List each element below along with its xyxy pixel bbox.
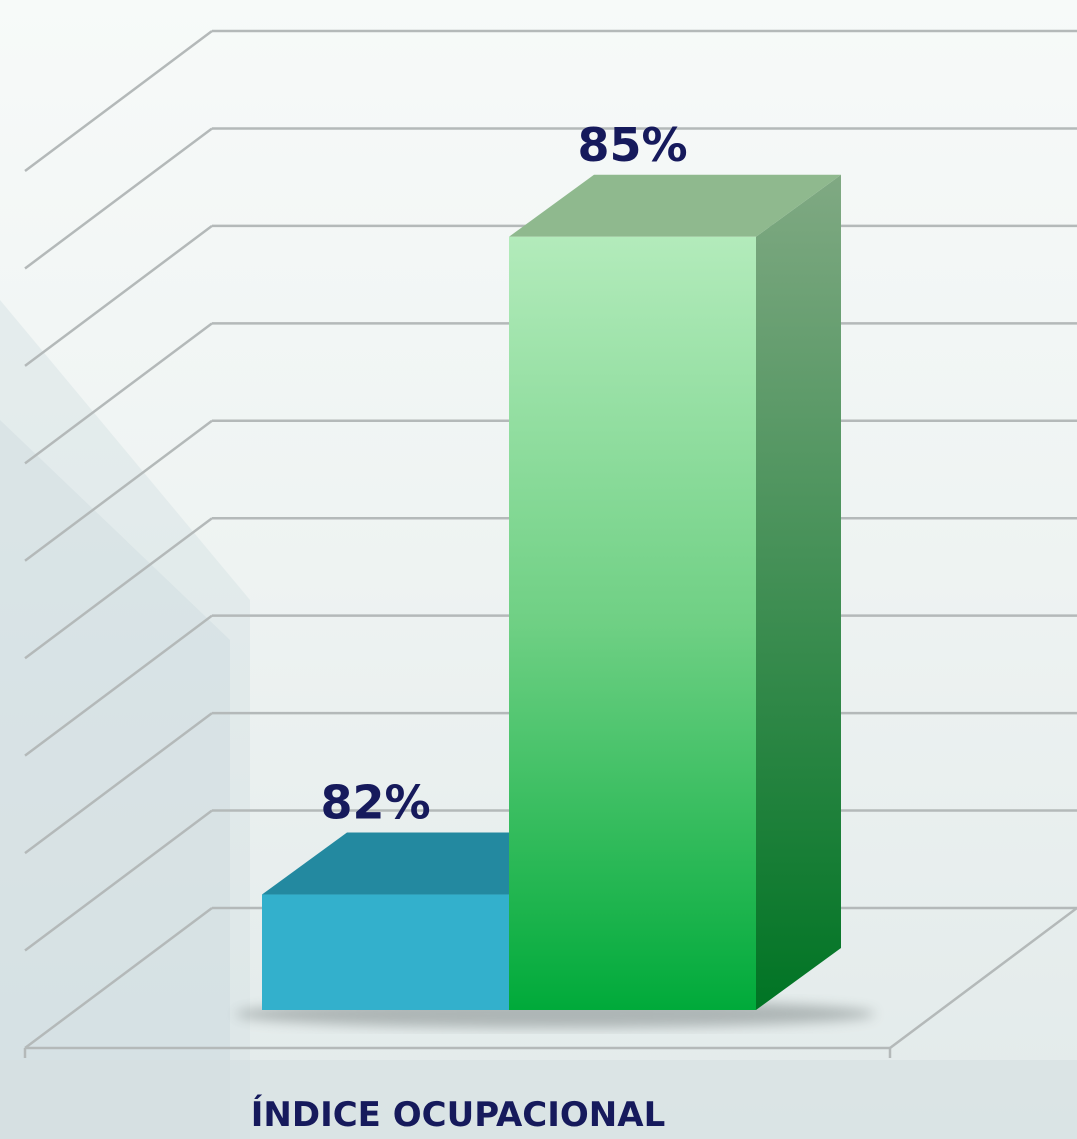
gridline-diagonal	[24, 809, 213, 952]
gridline-diagonal	[24, 517, 213, 660]
bar-front	[509, 236, 756, 1010]
floor-right-edge	[889, 906, 1077, 1050]
bar-front	[262, 894, 509, 1010]
bar-top	[509, 174, 841, 237]
bar-2	[509, 174, 841, 1010]
gridline-diagonal	[24, 906, 213, 1050]
bars	[235, 174, 875, 1028]
gridline-diagonal	[24, 614, 213, 757]
gridline-diagonal	[24, 127, 213, 270]
gridline-diagonal	[24, 712, 213, 855]
value-label-1: 82%	[320, 776, 430, 830]
value-label-2: 85%	[577, 118, 687, 172]
category-label: ÍNDICE OCUPACIONAL	[251, 1094, 666, 1135]
gridline-diagonal	[24, 419, 213, 562]
labels: 82% 85% ÍNDICE OCUPACIONAL	[251, 118, 688, 1135]
bar-side	[756, 174, 841, 1010]
gridline-diagonal	[24, 224, 213, 367]
gridline-diagonal	[24, 29, 213, 173]
gridline-diagonal	[24, 322, 213, 465]
